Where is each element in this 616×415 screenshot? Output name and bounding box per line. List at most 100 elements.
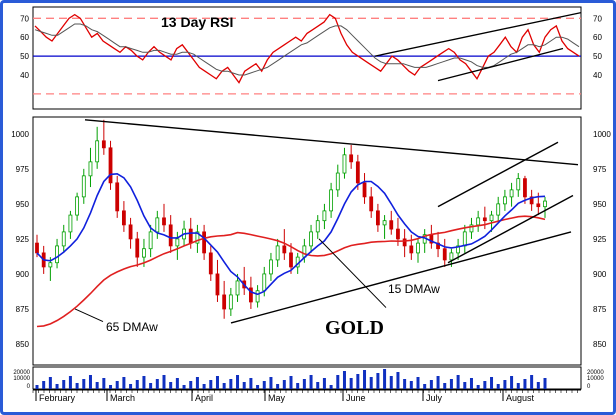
- volume-bar: [436, 376, 440, 389]
- volume-bar: [115, 381, 119, 389]
- volume-bar: [88, 375, 92, 389]
- volume-bar: [155, 379, 159, 389]
- rsi-tick-label-left: 70: [20, 14, 29, 23]
- volume-bar: [443, 383, 447, 389]
- volume-bar: [429, 380, 433, 389]
- price-candle-body: [402, 238, 407, 247]
- price-candle-body: [135, 238, 140, 258]
- price-candle-body: [509, 189, 514, 198]
- lower-trendline: [230, 231, 572, 324]
- volume-bar: [75, 383, 79, 389]
- volume-bar: [62, 380, 66, 389]
- price-tick-label-right: 1000: [593, 130, 611, 139]
- volume-tick-label-right: 20000: [587, 370, 604, 376]
- volume-bar: [209, 380, 213, 389]
- volume-bar: [543, 378, 547, 389]
- price-candle-body: [315, 220, 320, 233]
- month-label: March: [110, 393, 135, 403]
- volume-bar: [349, 378, 353, 389]
- volume-bar: [483, 381, 487, 389]
- volume-bar: [536, 382, 540, 389]
- volume-bar: [316, 382, 320, 389]
- volume-bar: [383, 369, 387, 389]
- price-candle-body: [462, 231, 467, 247]
- volume-bar: [122, 377, 126, 389]
- volume-bar: [523, 379, 527, 389]
- price-candle-body: [309, 231, 313, 247]
- volume-bar: [369, 377, 373, 389]
- price-candle-body: [482, 217, 487, 222]
- volume-bar: [309, 375, 313, 389]
- volume-tick-label-left: 20000: [13, 370, 30, 376]
- price-tick-label-right: 925: [593, 235, 607, 244]
- price-candle-body: [88, 161, 93, 177]
- volume-bar: [416, 377, 420, 389]
- price-tick-label-left: 1000: [11, 130, 29, 139]
- price-candle-body: [355, 161, 360, 184]
- price-tick-label-right: 900: [593, 270, 607, 279]
- volume-bar: [82, 379, 86, 389]
- dma65-pointer: [74, 308, 104, 323]
- price-candle-body: [322, 210, 327, 222]
- dma15-pointer: [318, 238, 387, 308]
- month-label: June: [346, 393, 366, 403]
- price-tick-label-left: 925: [16, 235, 30, 244]
- rsi-tick-label-left: 40: [20, 71, 29, 80]
- price-candle-body: [476, 217, 481, 226]
- price-candle-body: [68, 214, 73, 233]
- volume-bar: [169, 382, 173, 389]
- volume-bar: [256, 385, 260, 389]
- month-label: February: [39, 393, 76, 403]
- volume-bar: [229, 379, 233, 389]
- volume-bar: [249, 378, 253, 389]
- upper-trendline: [84, 119, 579, 166]
- volume-bar: [262, 381, 266, 389]
- price-candle-body: [222, 294, 227, 310]
- price-tick-label-right: 875: [593, 305, 607, 314]
- volume-tick-label-left: 10000: [13, 376, 30, 382]
- price-candle-body: [523, 178, 527, 198]
- price-candle-body: [536, 203, 541, 208]
- month-label: April: [195, 393, 213, 403]
- price-candle-body: [162, 217, 166, 226]
- volume-bar: [463, 382, 467, 389]
- price-candle-body: [269, 259, 273, 275]
- volume-bar: [55, 384, 59, 389]
- volume-bar: [469, 378, 473, 389]
- price-candle-body: [208, 252, 213, 275]
- volume-bar: [109, 385, 113, 389]
- price-tick-label-right: 850: [593, 340, 607, 349]
- month-label: July: [426, 393, 443, 403]
- volume-bar: [396, 372, 400, 389]
- volume-bar: [135, 380, 139, 389]
- price-candle-body: [262, 273, 267, 292]
- rsi-channel-lower: [437, 47, 564, 82]
- volume-bar: [329, 385, 333, 389]
- price-candle-body: [81, 175, 86, 198]
- channel-lower: [447, 194, 574, 264]
- price-candle-body: [142, 248, 146, 258]
- price-candle-body: [442, 248, 447, 261]
- price-tick-label-left: 875: [16, 305, 30, 314]
- volume-bar: [269, 377, 273, 389]
- volume-bar: [35, 385, 39, 389]
- volume-bar: [296, 383, 300, 389]
- month-label: August: [506, 393, 535, 403]
- price-candle-body: [155, 217, 160, 233]
- price-candle-body: [188, 228, 193, 244]
- volume-bar: [302, 379, 306, 389]
- price-candle-body: [342, 154, 347, 174]
- price-candle-body: [148, 231, 153, 250]
- volume-bar: [322, 378, 326, 389]
- price-candle-body: [369, 196, 374, 212]
- rsi-plot-area: [32, 6, 582, 110]
- volume-bar: [476, 385, 480, 389]
- volume-bar: [490, 377, 494, 389]
- rsi-tick-label-right: 70: [593, 14, 602, 23]
- price-candle-body: [502, 196, 507, 205]
- volume-bar: [282, 380, 286, 389]
- price-candle-body: [289, 252, 293, 268]
- price-candle-body: [255, 290, 260, 303]
